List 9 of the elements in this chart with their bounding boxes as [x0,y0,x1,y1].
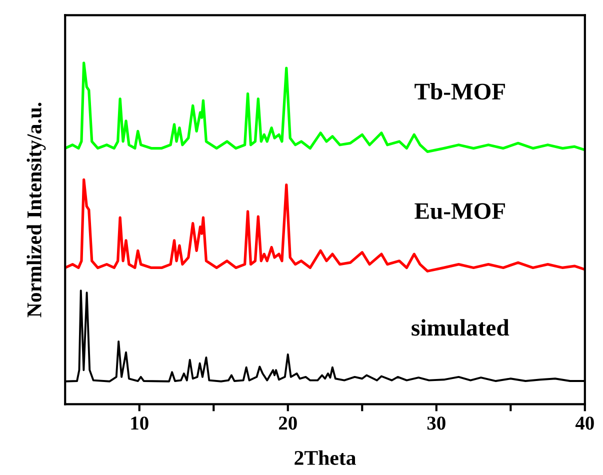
x-tick-label: 30 [427,416,446,430]
x-tick-label: 10 [131,416,148,430]
x-tick-label: 40 [575,416,594,430]
x-axis-title: 2Theta [294,450,356,465]
y-axis-title: Normlized Intensity/a.u. [26,102,46,318]
series-label: Eu-MOF [414,203,505,220]
x-tick-label: 20 [278,416,297,430]
series-label: simulated [412,319,510,336]
series-label: Tb-MOF [414,82,505,100]
